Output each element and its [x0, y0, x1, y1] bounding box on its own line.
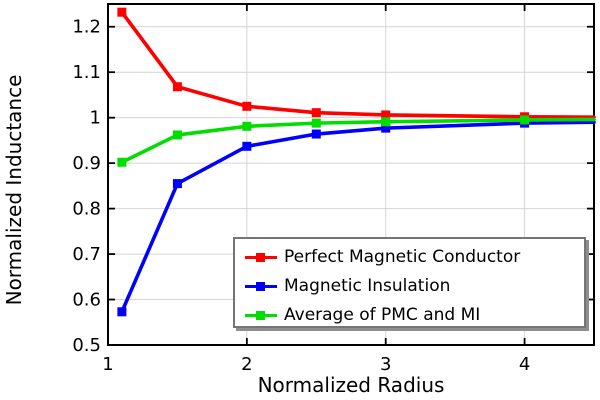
series-line-0	[120, 10, 596, 120]
y-tick-label: 0.9	[72, 153, 101, 174]
plot-border	[107, 3, 595, 346]
legend-item-avg: Average of PMC and MI	[245, 301, 578, 330]
pmc-series-marker-icon	[245, 252, 277, 263]
data-marker-1	[172, 179, 182, 189]
data-marker-2	[172, 130, 182, 140]
data-marker-0	[381, 110, 391, 120]
data-marker-2	[242, 121, 252, 131]
x-tick-label: 2	[241, 354, 252, 375]
y-tick-label: 1	[90, 108, 101, 129]
data-marker-1	[311, 129, 321, 139]
legend: Perfect Magnetic Conductor Magnetic Insu…	[233, 237, 586, 328]
data-marker-2	[520, 115, 530, 125]
x-tick-label: 4	[519, 354, 530, 375]
data-marker-0	[117, 7, 127, 17]
legend-item-mi: Magnetic Insulation	[245, 272, 578, 301]
data-marker-1	[381, 123, 391, 133]
data-marker-1	[242, 141, 252, 151]
mi-series-marker-icon	[245, 281, 277, 292]
data-marker-2	[381, 117, 391, 127]
data-marker-0	[172, 82, 182, 92]
data-marker-0	[311, 108, 321, 118]
legend-item-pmc: Perfect Magnetic Conductor	[245, 243, 578, 272]
data-marker-1	[117, 307, 127, 317]
data-marker-2	[311, 118, 321, 128]
x-tick-label: 1	[102, 354, 113, 375]
y-axis-title: Normalized Inductance	[2, 75, 26, 306]
x-axis-title: Normalized Radius	[258, 373, 445, 397]
y-tick-label: 1.2	[72, 17, 101, 38]
legend-label-mi: Magnetic Insulation	[284, 276, 451, 296]
y-tick-label: 0.8	[72, 199, 101, 220]
y-tick-label: 1.1	[72, 62, 101, 83]
legend-label-pmc: Perfect Magnetic Conductor	[284, 247, 521, 267]
y-tick-label: 0.6	[72, 290, 101, 311]
avg-series-marker-icon	[245, 310, 277, 321]
data-marker-0	[242, 101, 252, 111]
y-tick-label: 0.5	[72, 335, 101, 356]
data-marker-2	[117, 157, 127, 167]
x-tick-label: 3	[380, 354, 391, 375]
legend-label-avg: Average of PMC and MI	[284, 305, 481, 325]
y-tick-label: 0.7	[72, 244, 101, 265]
